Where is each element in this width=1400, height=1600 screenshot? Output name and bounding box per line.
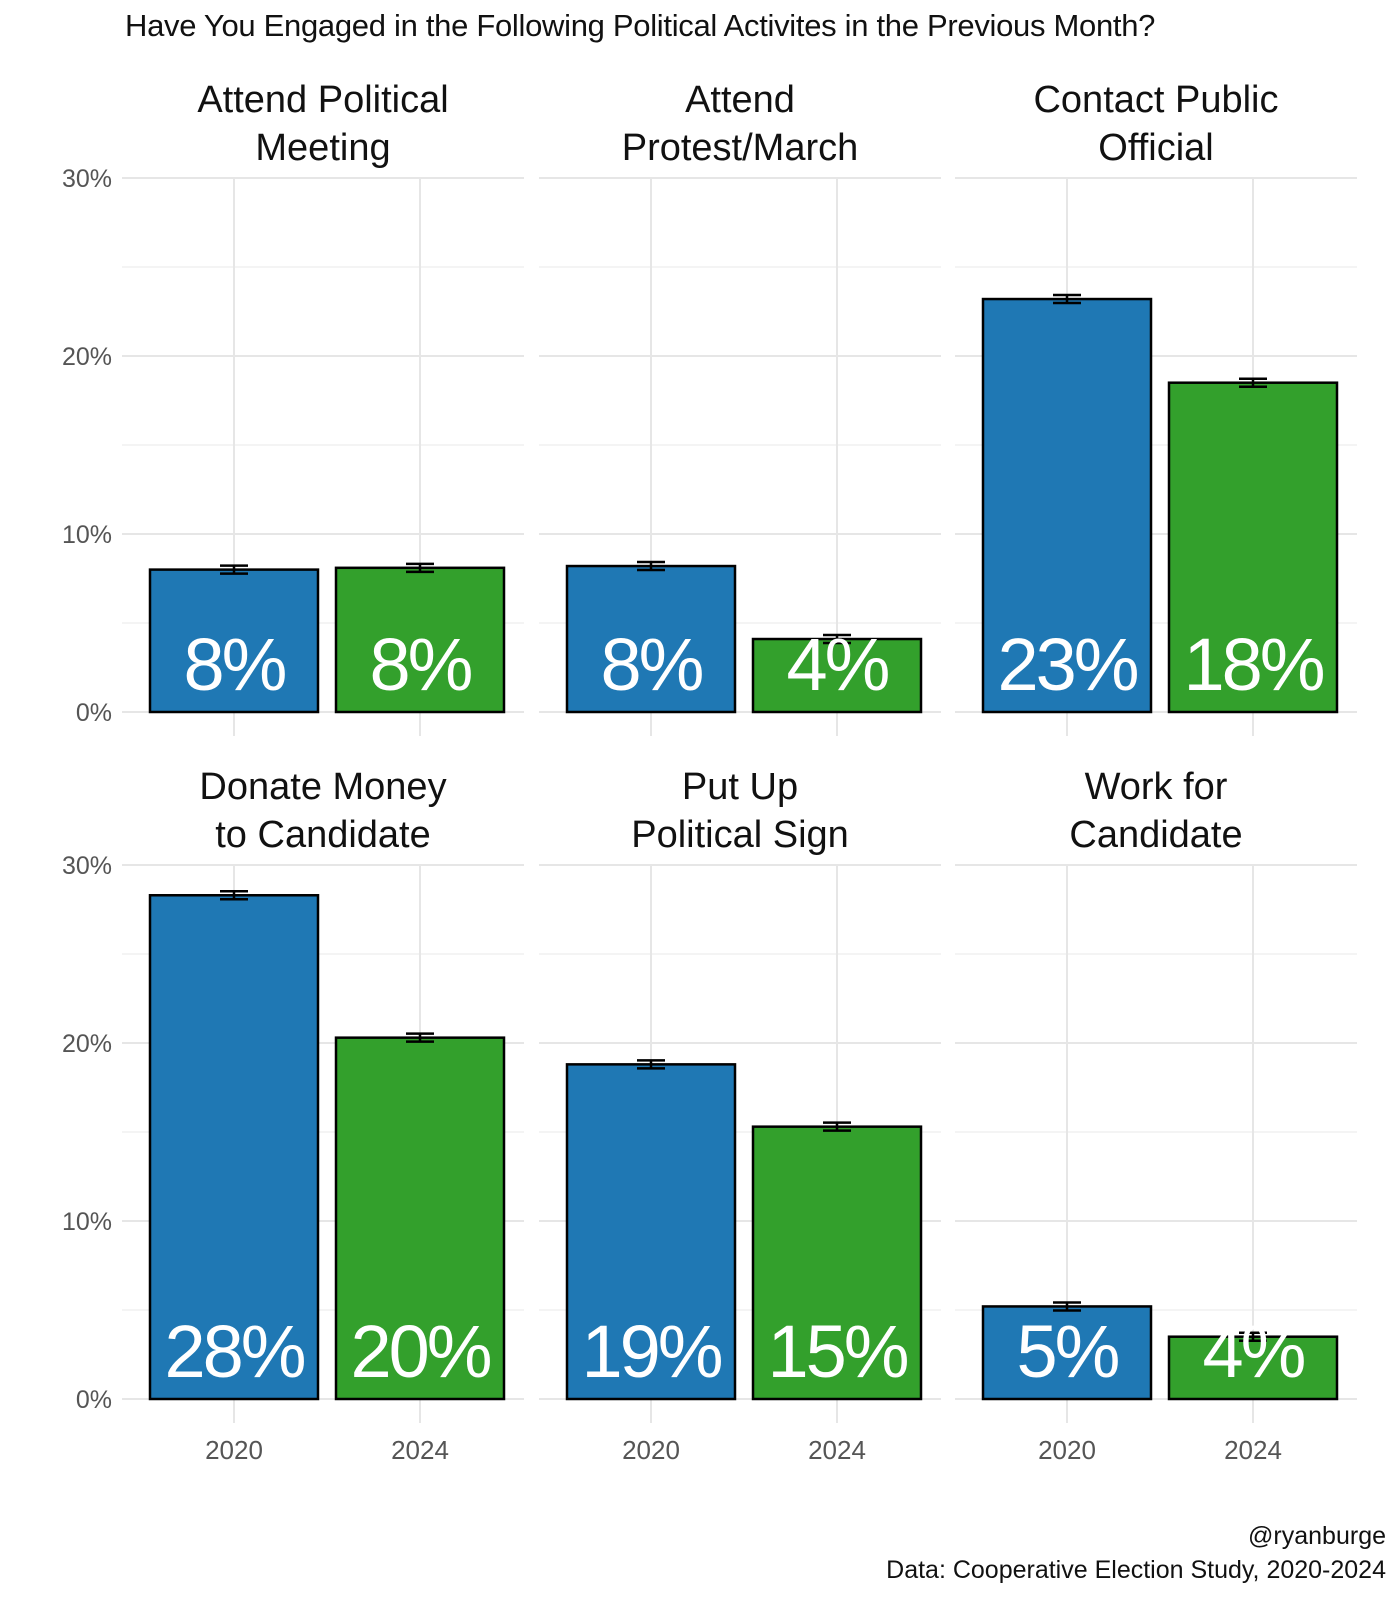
x-tick-label: 2024 [808,1435,866,1465]
panel-title-line: Political Sign [631,814,849,856]
bar-2020 [565,564,737,714]
chart-title: Have You Engaged in the Following Politi… [125,8,1156,43]
y-tick-label: 10% [62,521,112,549]
bar-2024 [334,1036,506,1401]
panel-title-line: Contact Public [1033,79,1278,121]
y-tick-label: 0% [76,1386,112,1414]
bar-2024 [334,566,506,714]
y-tick-label: 0% [76,699,112,727]
y-tick-label: 30% [62,165,112,193]
x-tick-label: 2020 [622,1435,680,1465]
bar-value-label: 4% [787,623,889,706]
bar-value-label: 15% [767,1310,907,1393]
y-tick-label: 20% [62,1030,112,1058]
panel-title-line: Official [1098,127,1213,169]
bar-2024 [1167,1335,1339,1401]
panel-title-line: to Candidate [215,814,431,856]
bar-value-label: 20% [350,1310,490,1393]
x-tick-label: 2020 [205,1435,263,1465]
bar-value-label: 5% [1017,1310,1119,1393]
y-tick-label: 20% [62,343,112,371]
x-tick-label: 2024 [391,1435,449,1465]
bar-value-label: 23% [997,623,1137,706]
bar-value-label: 8% [601,623,703,706]
bar-value-label: 4% [1203,1310,1305,1393]
bar-2024 [751,1125,923,1401]
y-tick-label: 10% [62,1208,112,1236]
bar-value-label: 28% [164,1310,304,1393]
panel-title-line: Protest/March [622,127,859,169]
x-tick-label: 2024 [1224,1435,1282,1465]
bar-value-label: 19% [581,1310,721,1393]
panel-title-line: Work for [1085,766,1228,808]
panel-title-line: Donate Money [199,766,446,808]
panel-title-line: Put Up [682,766,798,808]
bar-value-label: 8% [370,623,472,706]
panel-title-line: Candidate [1069,814,1242,856]
panel-title-line: Meeting [255,127,390,169]
bar-2020 [565,1063,737,1401]
caption-source: Data: Cooperative Election Study, 2020-2… [886,1556,1386,1584]
bar-value-label: 18% [1183,623,1323,706]
y-tick-label: 30% [62,852,112,880]
bar-2020 [981,297,1153,714]
bar-2020 [148,894,320,1401]
panel-title-line: Attend Political [197,79,448,121]
bar-2024 [1167,381,1339,714]
bar-2020 [981,1305,1153,1401]
bar-2020 [148,568,320,714]
panel-title-line: Attend [685,79,795,121]
bar-value-label: 8% [184,623,286,706]
caption-handle: @ryanburge [1248,1522,1386,1550]
x-tick-label: 2020 [1038,1435,1096,1465]
